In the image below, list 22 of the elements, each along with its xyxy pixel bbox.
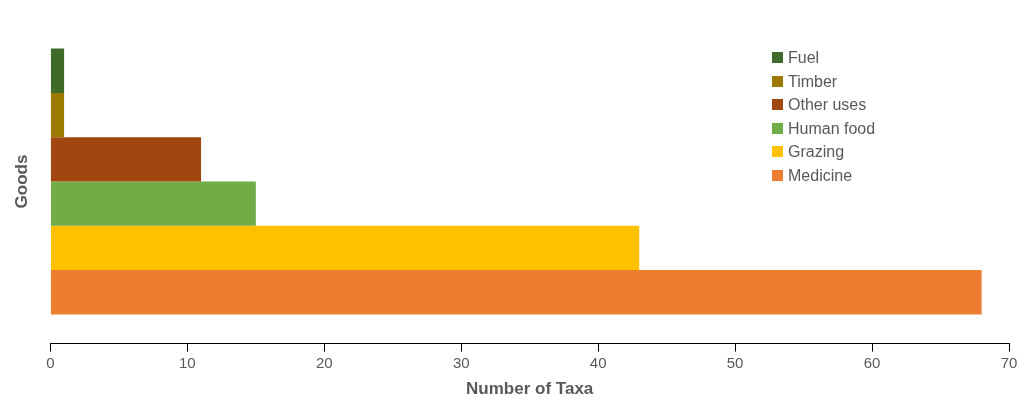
x-tick-label: 30 — [452, 353, 470, 371]
bar — [50, 137, 202, 182]
x-tick-label: 70 — [1000, 353, 1018, 371]
x-tick-label: 10 — [179, 353, 196, 371]
legend-label: Human food — [788, 118, 876, 139]
x-tick-label: 40 — [589, 353, 607, 371]
bar — [50, 181, 256, 226]
legend-label: Grazing — [788, 142, 845, 162]
legend-label: Medicine — [788, 165, 853, 186]
bar — [50, 270, 982, 315]
y-axis-title: Goods — [11, 154, 31, 209]
bar — [50, 225, 640, 271]
x-tick-label: 20 — [315, 353, 333, 371]
x-axis-title: Number of Taxa — [466, 379, 594, 399]
x-tick-label: 0 — [46, 353, 55, 371]
x-tick-label: 60 — [863, 353, 881, 371]
legend-label: Other uses — [788, 95, 867, 115]
legend-label: Timber — [788, 71, 838, 92]
legend-label: Fuel — [788, 48, 820, 68]
bar — [50, 48, 65, 93]
bar — [50, 92, 65, 138]
x-tick-label: 50 — [726, 353, 744, 371]
